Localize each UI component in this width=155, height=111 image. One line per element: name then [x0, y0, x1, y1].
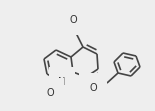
- Text: O: O: [89, 83, 97, 93]
- Text: N: N: [58, 77, 66, 87]
- Text: O: O: [69, 15, 77, 25]
- Text: O: O: [46, 88, 54, 98]
